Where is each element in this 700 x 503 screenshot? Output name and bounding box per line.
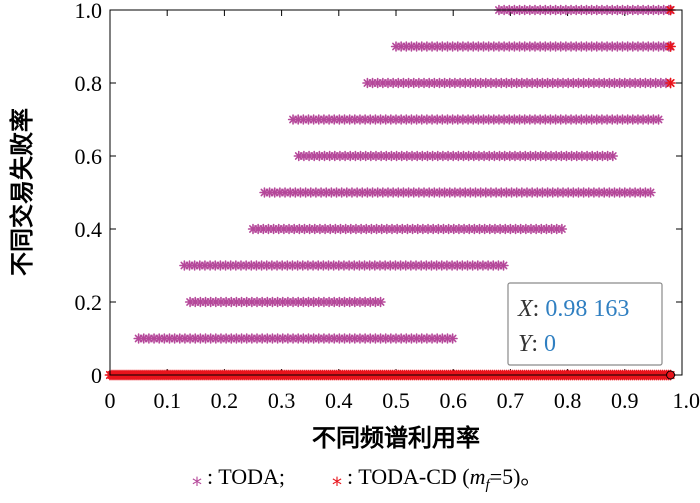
legend-label-toda: : TODA; [207,464,285,489]
data-tip-y-row: Y: 0 [518,331,556,357]
toda-cd-point [665,41,676,52]
toda-point [375,296,386,308]
y-tick-label: 0.8 [75,71,103,96]
legend-label-toda-cd-text: : TODA-CD ( [347,464,470,489]
x-tick-label: 0.1 [153,388,181,413]
toda-point [653,114,664,125]
x-tick-label: 0.5 [382,388,410,413]
legend-marker-toda: * [192,473,202,497]
toda-point [607,150,618,162]
data-tip-x-label: X [517,296,534,322]
toda-point [447,333,458,344]
legend-label-suffix: =5)。 [490,464,543,489]
x-tick-label: 0.6 [439,388,467,413]
legend: * : TODA; * : TODA-CD (mf=5)。 [192,464,542,497]
y-tick-label: 0 [91,363,102,388]
x-tick-label: 0 [105,388,116,413]
x-tick-label: 0.2 [211,388,239,413]
y-tick-label: 0.6 [75,144,103,169]
data-tip: X: 0.98 163 Y: 0 [507,282,676,380]
toda-point [556,223,568,235]
x-tick-label: 0.8 [554,388,582,413]
data-tip-x-value: 0.98 163 [545,296,629,322]
toda-point [498,260,509,271]
data-tip-y-value: 0 [544,331,556,357]
legend-math-var: m [470,464,486,489]
y-axis-title: 不同交易失败率 [7,108,36,276]
toda-point [645,187,656,198]
x-tick-label: 0.9 [611,388,639,413]
data-tip-y-label: Y [518,331,534,357]
x-axis-title: 不同频谱利用率 [312,423,480,452]
data-tip-box [507,282,663,366]
legend-label-toda-cd: : TODA-CD (mf=5)。 [347,464,542,493]
y-tick-label: 0.4 [75,217,103,242]
axis-ticks: 0 0.1 0.2 0.3 0.4 0.5 0.6 0.7 0.8 0.9 1.0 0 0.2 0.4 0.… [75,0,700,413]
plot-frame [109,9,683,376]
x-tick-label: 0.3 [268,388,296,413]
x-tick-label: 1.0 [673,388,700,413]
data-tip-point[interactable] [666,370,676,380]
x-tick-label: 0.4 [325,388,353,413]
legend-marker-toda-cd: * [332,473,342,497]
y-tick-label: 0.2 [75,290,103,315]
y-tick-label: 1.0 [75,0,103,23]
data-tip-x-row: X: 0.98 163 [517,296,629,322]
toda-cd-point [665,77,676,89]
x-tick-label: 0.7 [497,388,525,413]
legend-math-sub: f [486,477,492,493]
